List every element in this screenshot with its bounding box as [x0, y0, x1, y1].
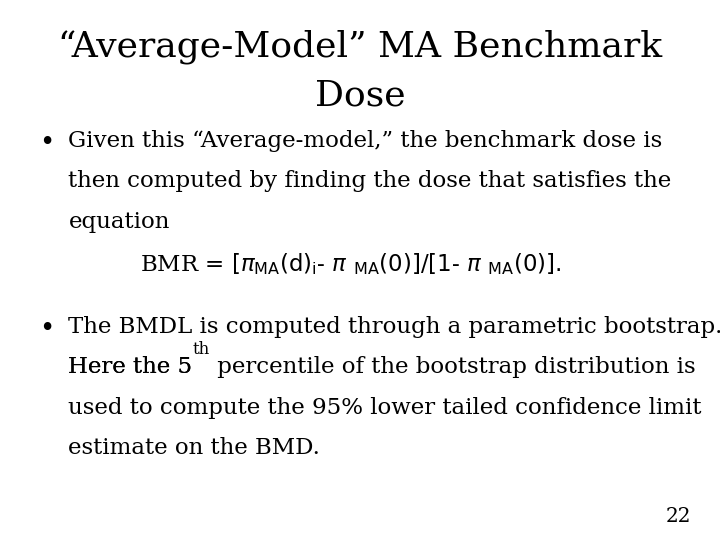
- Text: Here the 5: Here the 5: [68, 356, 192, 379]
- Text: th: th: [192, 341, 210, 358]
- Text: Dose: Dose: [315, 78, 405, 112]
- Text: Here the 5: Here the 5: [68, 356, 192, 379]
- Text: 22: 22: [666, 508, 691, 526]
- Text: percentile of the bootstrap distribution is: percentile of the bootstrap distribution…: [210, 356, 696, 379]
- Text: then computed by finding the dose that satisfies the: then computed by finding the dose that s…: [68, 170, 672, 192]
- Text: equation: equation: [68, 211, 170, 233]
- Text: •: •: [40, 130, 55, 154]
- Text: estimate on the BMD.: estimate on the BMD.: [68, 437, 320, 460]
- Text: used to compute the 95% lower tailed confidence limit: used to compute the 95% lower tailed con…: [68, 397, 702, 419]
- Text: The BMDL is computed through a parametric bootstrap.: The BMDL is computed through a parametri…: [68, 316, 720, 338]
- Text: “Average-Model” MA Benchmark: “Average-Model” MA Benchmark: [58, 30, 662, 64]
- Text: •: •: [40, 316, 55, 341]
- Text: Given this “Average-model,” the benchmark dose is: Given this “Average-model,” the benchmar…: [68, 130, 662, 152]
- Text: BMR = $[\pi_{\rm MA}({\rm d})_{\rm i}$- $\pi\ _{\rm MA}(0)]/[1$- $\pi\ _{\rm MA}: BMR = $[\pi_{\rm MA}({\rm d})_{\rm i}$- …: [140, 251, 562, 277]
